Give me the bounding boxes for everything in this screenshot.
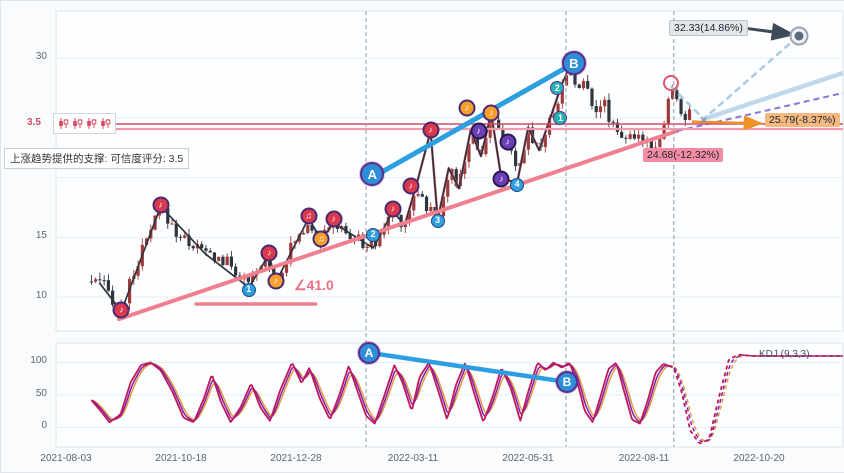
x-axis-date: 2022-10-20 bbox=[733, 453, 785, 464]
kdj-k-line[interactable] bbox=[91, 362, 673, 423]
price-target-mid-label[interactable]: 25.79(-8.37%) bbox=[765, 113, 840, 127]
pivot-high-6[interactable]: ♪ bbox=[402, 177, 420, 195]
x-axis-date: 2021-08-03 bbox=[40, 453, 92, 464]
support-note[interactable]: 上涨趋势提供的支撑: 可信度评分: 3.5 bbox=[4, 148, 190, 169]
x-axis-date: 2021-10-18 bbox=[155, 453, 207, 464]
kdj-wave-a[interactable]: A bbox=[357, 341, 380, 364]
y-axis-tick: 15 bbox=[35, 230, 47, 241]
sub-wave-1[interactable]: 1 bbox=[553, 111, 568, 126]
support-extension-dashed[interactable] bbox=[676, 91, 844, 133]
kdj-indicator-label: KDJ (9,3,3) bbox=[759, 349, 810, 360]
pivot-low-3[interactable]: ♫ bbox=[312, 230, 330, 248]
wave-point-3[interactable]: 3 bbox=[430, 213, 445, 228]
sub-wave-2[interactable]: 2 bbox=[550, 81, 565, 96]
pivot-low-1[interactable]: ♪ bbox=[112, 301, 130, 319]
target-up-arrow[interactable] bbox=[742, 22, 796, 41]
wave-point-4[interactable]: 4 bbox=[510, 177, 525, 192]
pivot-low-4[interactable]: ♪ bbox=[492, 170, 510, 188]
kdj-ab-trendline[interactable] bbox=[366, 350, 570, 385]
y-axis-tick: 10 bbox=[35, 290, 47, 301]
pivot-high-5[interactable]: ♪ bbox=[384, 200, 402, 218]
wave-label-a[interactable]: A bbox=[360, 162, 385, 187]
pivot-highlight-ring[interactable] bbox=[662, 75, 679, 92]
kdj-d-forecast[interactable] bbox=[673, 354, 843, 442]
x-axis-date: 2022-05-31 bbox=[502, 453, 554, 464]
projection-origin-cross[interactable]: × bbox=[699, 112, 708, 128]
pivot-high-2[interactable]: ♪ bbox=[260, 244, 278, 262]
support-trendline[interactable] bbox=[116, 129, 679, 322]
x-axis-date: 2021-12-28 bbox=[270, 453, 322, 464]
price-target-marker[interactable] bbox=[789, 26, 809, 46]
pivot-high-3[interactable]: ♫ bbox=[300, 207, 318, 225]
ab-trendline[interactable] bbox=[370, 60, 577, 180]
target-mid-arrow[interactable] bbox=[691, 115, 764, 131]
pattern-icon-strip[interactable] bbox=[53, 113, 116, 134]
kdj-wave-b[interactable]: B bbox=[555, 371, 578, 393]
kdj-y-axis-tick: 100 bbox=[30, 355, 47, 366]
kdj-y-axis-tick: 0 bbox=[41, 420, 47, 431]
price-target-up-label[interactable]: 32.33(14.86%) bbox=[669, 20, 748, 36]
y-axis-tick: 30 bbox=[35, 51, 47, 62]
price-target-down-label[interactable]: 24.68(-12.32%) bbox=[643, 148, 724, 162]
candle-pattern-icon[interactable] bbox=[58, 117, 69, 130]
wave-label-b[interactable]: B bbox=[561, 51, 586, 76]
candle-pattern-icon[interactable] bbox=[86, 117, 97, 130]
trendline-angle-label: ∠41.0 bbox=[294, 277, 334, 293]
pivot-high-8[interactable]: ♪ bbox=[458, 99, 476, 117]
x-axis-date: 2022-08-11 bbox=[618, 453, 670, 464]
pivot-high-9[interactable]: ♪ bbox=[482, 104, 500, 122]
pivot-high-1[interactable]: ♪ bbox=[152, 196, 170, 214]
candle-pattern-icon[interactable] bbox=[72, 117, 83, 130]
kdj-y-axis-tick: 50 bbox=[35, 388, 47, 399]
pivot-mid-1[interactable]: ♪ bbox=[470, 122, 488, 140]
candle-pattern-icon[interactable] bbox=[100, 117, 111, 130]
pivot-mid-2[interactable]: ♪ bbox=[499, 133, 517, 151]
confidence-score-badge: 3.5 bbox=[27, 117, 41, 128]
pivot-low-2[interactable]: ♪ bbox=[267, 272, 285, 290]
kdj-k-forecast[interactable] bbox=[673, 354, 843, 443]
projection-channel-thick[interactable] bbox=[702, 70, 844, 122]
kdj-d-line[interactable] bbox=[91, 363, 673, 421]
pivot-high-7[interactable]: ♪ bbox=[422, 121, 440, 139]
pivot-high-4[interactable]: ♪ bbox=[325, 210, 343, 228]
x-axis-date: 2022-03-11 bbox=[387, 453, 439, 464]
wave-point-1[interactable]: 1 bbox=[241, 282, 256, 297]
wave-point-2[interactable]: 2 bbox=[366, 227, 381, 242]
